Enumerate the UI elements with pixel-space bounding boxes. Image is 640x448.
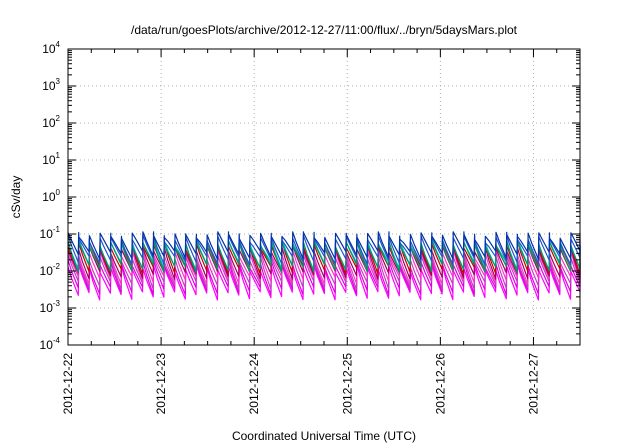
y-axis-label: cSv/day	[9, 176, 23, 219]
y-tick-label: 103	[42, 77, 60, 93]
x-tick-label: 2012-12-26	[433, 353, 447, 415]
x-tick-label: 2012-12-23	[154, 353, 168, 415]
y-tick-label: 10-2	[40, 262, 61, 278]
y-tick-label: 102	[42, 114, 60, 130]
x-tick-label: 2012-12-25	[340, 353, 354, 415]
axis-ticks	[67, 48, 580, 346]
x-tick-label: 2012-12-27	[526, 353, 540, 415]
x-tick-label: 2012-12-24	[247, 353, 261, 415]
y-tick-label: 104	[42, 40, 60, 56]
y-tick-label: 101	[42, 151, 60, 167]
series-line-10	[67, 231, 581, 260]
y-tick-label: 10-1	[40, 225, 61, 241]
y-tick-label: 10-3	[40, 299, 61, 315]
grid	[68, 49, 580, 345]
chart-title: /data/run/goesPlots/archive/2012-12-27/1…	[131, 23, 518, 37]
x-axis-label: Coordinated Universal Time (UTC)	[232, 429, 416, 443]
y-tick-label: 10-4	[40, 336, 61, 352]
x-tick-label: 2012-12-22	[61, 353, 75, 415]
x-axis-tick-labels: 2012-12-22 2012-12-23 2012-12-24 2012-12-25…	[61, 353, 540, 415]
series-group	[67, 231, 581, 301]
y-axis-tick-labels: 10-4 10-3 10-2 10-1 100 101 102 103 104	[40, 40, 61, 352]
y-tick-label: 100	[42, 188, 60, 204]
